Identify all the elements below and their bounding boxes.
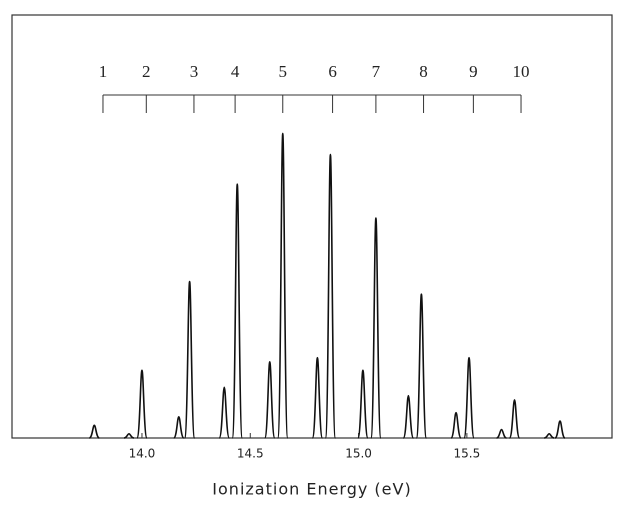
plot-frame: [11, 14, 613, 439]
x-tick-label: 15.5: [454, 447, 481, 461]
peak: [276, 132, 289, 439]
peak: [123, 432, 135, 439]
peak: [544, 432, 555, 439]
peak: [311, 356, 324, 439]
x-axis-label: Ionization Energy (eV): [212, 480, 411, 499]
progression-label: 2: [142, 62, 151, 81]
progression-label: 4: [231, 62, 240, 81]
peak: [136, 369, 148, 439]
peak: [324, 153, 337, 439]
peak: [496, 428, 507, 439]
peak: [508, 399, 521, 439]
progression-label: 9: [469, 62, 478, 81]
peak: [402, 394, 415, 439]
peak: [172, 416, 185, 439]
peak: [183, 280, 196, 439]
progression-label: 1: [99, 62, 108, 81]
peak: [450, 411, 462, 439]
progression-label: 6: [328, 62, 337, 81]
progression-label: 3: [190, 62, 199, 81]
progression-label: 5: [279, 62, 288, 81]
progression-label: 7: [372, 62, 381, 81]
peak: [370, 217, 382, 439]
peak: [231, 183, 244, 439]
x-tick-label: 14.5: [237, 447, 264, 461]
progression-label: 10: [513, 62, 530, 81]
peak: [415, 293, 428, 439]
x-tick-label: 15.0: [345, 447, 372, 461]
peak: [357, 369, 369, 439]
progression-label: 8: [419, 62, 428, 81]
peak: [554, 420, 566, 439]
x-tick-label: 14.0: [129, 447, 156, 461]
peak: [263, 361, 276, 439]
peak: [88, 424, 100, 439]
peak: [218, 386, 231, 439]
peak: [463, 356, 475, 439]
